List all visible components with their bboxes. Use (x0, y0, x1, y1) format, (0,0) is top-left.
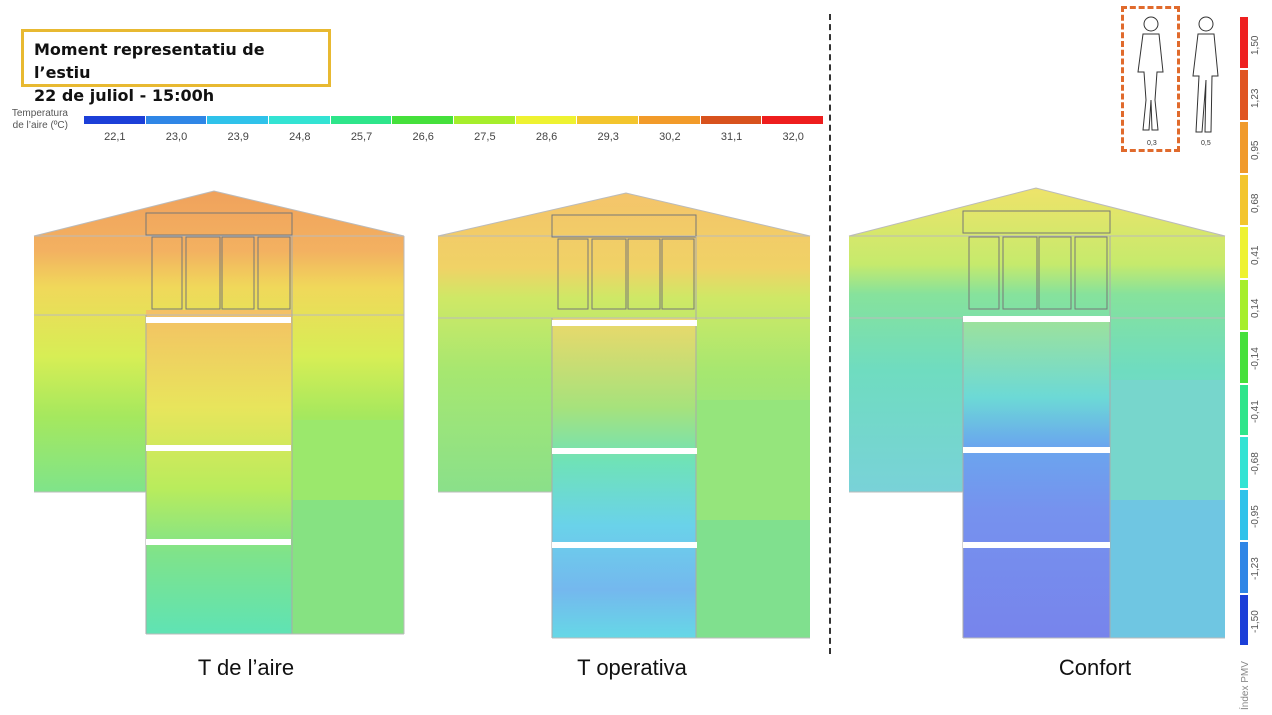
figure-2-label: 0,5 (1201, 140, 1211, 147)
panel-2-operative-temperature (437, 192, 811, 639)
pmv-scale-segment (1240, 437, 1248, 488)
temperature-tick-label: 22,1 (104, 131, 126, 143)
temperature-tick-label: 23,0 (165, 131, 188, 143)
panel-1-caption: T de l’aire (197, 655, 295, 680)
pmv-scale-segment (1240, 17, 1248, 68)
title-box: Moment representatiu de l’estiu 22 de ju… (21, 29, 331, 105)
temperature-legend-label: Temperatura de l’aire (ºC) (11, 108, 68, 131)
temperature-tick-label: 31,1 (720, 131, 743, 143)
temperature-scale-segment (577, 116, 639, 124)
panel-divider (829, 14, 831, 654)
temperature-scale-segment (454, 116, 515, 124)
pmv-tick-label: 0,14 (1250, 298, 1261, 318)
temperature-tick-label: 30,2 (659, 131, 681, 143)
temperature-tick-labels: 22,1 23,0 23,9 24,8 25,7 26,6 27,5 28,6 29,3 30,2… (84, 131, 824, 143)
pmv-tick-label: -0,95 (1250, 504, 1261, 528)
pmv-tick-label: -0,68 (1250, 452, 1261, 476)
temperature-tick-label: 28,6 (535, 131, 558, 143)
pmv-scale-segment (1240, 122, 1248, 173)
temperature-tick-label: 23,9 (227, 131, 249, 143)
temperature-tick-label: 25,7 (350, 131, 373, 143)
temperature-scale-segment (700, 116, 762, 124)
panel-3-caption: Confort (1058, 655, 1132, 680)
temperature-tick-label: 29,3 (597, 131, 619, 143)
temperature-scale-segment (392, 116, 454, 124)
pmv-tick-label: 0,68 (1250, 193, 1261, 213)
pmv-tick-label: 0,41 (1250, 245, 1261, 266)
temperature-scale-segment (762, 116, 824, 124)
panel-3-comfort (848, 187, 1226, 639)
pmv-tick-label: -0,14 (1250, 347, 1261, 371)
human-figure-2-icon (1192, 16, 1219, 133)
figure-1-label: 0,3 (1147, 140, 1157, 147)
pmv-scale-segment (1240, 489, 1248, 540)
pmv-tick-label: -1,23 (1250, 557, 1261, 581)
pmv-scale-segment (1240, 594, 1248, 645)
temperature-scale-segment (515, 116, 577, 124)
temperature-scale-segment (145, 116, 207, 124)
temperature-scale-segment (269, 116, 330, 124)
temperature-color-scale (84, 116, 824, 124)
pmv-tick-label: 1,50 (1250, 35, 1261, 56)
temperature-tick-label: 32,0 (782, 131, 804, 143)
temperature-scale-segment (330, 116, 392, 124)
human-figure-1-icon (1137, 16, 1164, 131)
temperature-tick-label: 26,6 (412, 131, 434, 143)
temperature-scale-segment (207, 116, 269, 124)
pmv-tick-label: -0,41 (1250, 399, 1261, 423)
temperature-tick-label: 27,5 (474, 131, 496, 143)
panel-2-caption: T operativa (577, 655, 687, 680)
pmv-scale-segment (1240, 542, 1248, 593)
pmv-scale-segment (1240, 279, 1248, 330)
title-line-1: Moment representatiu de l’estiu (34, 40, 265, 82)
title-line-2: 22 de juliol - 15:00h (34, 86, 215, 105)
pmv-scale-segment (1240, 332, 1248, 383)
pmv-tick-label: 0,95 (1250, 140, 1261, 161)
temperature-scale-segment (84, 116, 145, 124)
pmv-tick-label: 1,23 (1250, 88, 1261, 108)
selected-figure-highlight (1121, 6, 1180, 152)
pmv-scale-segment (1240, 69, 1248, 120)
pmv-scale-segment (1240, 384, 1248, 435)
pmv-color-scale (1240, 17, 1248, 647)
pmv-scale-segment (1240, 227, 1248, 278)
temperature-tick-label: 24,8 (289, 131, 311, 143)
temperature-scale-segment (639, 116, 700, 124)
pmv-tick-label: -1,50 (1250, 609, 1261, 633)
pmv-scale-segment (1240, 174, 1248, 225)
panel-1-air-temperature (33, 190, 405, 635)
